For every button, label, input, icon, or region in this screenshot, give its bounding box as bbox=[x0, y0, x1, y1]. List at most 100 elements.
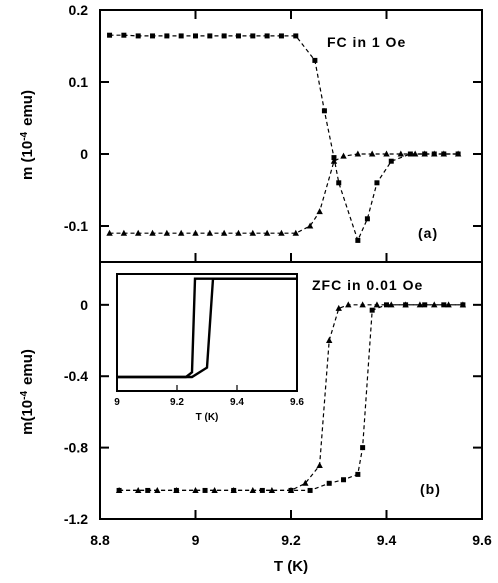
panel-a-series-1-point bbox=[292, 229, 299, 236]
panel-a: 0.2 0.1 0 -0.1 FC in 1 Oe (a) m (10-4 emu) bbox=[19, 2, 483, 263]
panel-b-ytick-label: -0.4 bbox=[64, 368, 88, 384]
panel-b-series-1-point bbox=[145, 487, 151, 493]
panel-a-series-1-point bbox=[177, 229, 185, 236]
panel-b-series-0-point bbox=[326, 337, 333, 344]
panel-b-markers bbox=[115, 301, 467, 493]
panel-a-ticks: 0.2 0.1 0 -0.1 bbox=[64, 2, 482, 262]
panel-b-series-1-point bbox=[441, 302, 447, 308]
panel-b-series-0-point bbox=[335, 304, 342, 311]
panel-a-series-0-point bbox=[164, 33, 170, 39]
panel-a-series-1-point bbox=[306, 222, 314, 229]
panel-b-series-1-point bbox=[202, 487, 208, 493]
panel-a-ylabel-unit: emu) bbox=[19, 90, 36, 126]
panel-a-series-1-point bbox=[454, 150, 462, 157]
panel-b-series-1-point bbox=[460, 302, 466, 308]
panel-b-series-1-line bbox=[119, 304, 463, 491]
panel-a-series-0-point bbox=[221, 33, 227, 39]
panel-a-series-0-point bbox=[312, 57, 318, 63]
panel-a-series-1-line bbox=[109, 153, 459, 234]
panel-a-series-0-point bbox=[336, 180, 342, 186]
panel-b-label: (b) bbox=[420, 481, 441, 497]
panel-a-series-0-point bbox=[135, 33, 141, 39]
panel-a-series-0-point bbox=[321, 108, 327, 114]
panel-a-series-1-point bbox=[278, 229, 285, 236]
panel-b-annotation: ZFC in 0.01 Oe bbox=[312, 277, 423, 293]
inset-frame bbox=[116, 273, 298, 392]
panel-a-ylabel-exp: -4 bbox=[19, 131, 30, 140]
panel-b-ylabel-main: m(10 bbox=[19, 400, 36, 435]
panel-a-series-0-point bbox=[355, 237, 361, 243]
panel-b-xtick-label: 8.8 bbox=[90, 532, 110, 548]
panel-a-series-1-point bbox=[220, 229, 228, 236]
panel-a-series-1-point bbox=[330, 157, 338, 164]
panel-b-ytick-label: 0 bbox=[80, 297, 88, 313]
panel-a-series-1-point bbox=[397, 150, 405, 157]
panel-b-series-1-point bbox=[369, 307, 375, 313]
panel-a-series-1-point bbox=[383, 150, 390, 157]
panel-a-ytick-label: 0.2 bbox=[69, 2, 89, 18]
panel-b-series-1-point bbox=[307, 487, 313, 493]
panel-a-series-1-point bbox=[421, 150, 428, 157]
inset-series-lines bbox=[117, 277, 297, 379]
panel-a-series-1-point bbox=[354, 150, 362, 157]
panel-b-series-0-point bbox=[431, 301, 438, 308]
inset: 9 9.2 9.4 9.6 T (K) bbox=[114, 273, 304, 423]
panel-b-series-0-point bbox=[359, 301, 366, 308]
panel-a-series-0-point bbox=[264, 33, 270, 39]
panel-a-series-0-point bbox=[193, 33, 198, 39]
panel-a-series-1-point bbox=[440, 150, 447, 157]
panel-a-series-0-point bbox=[178, 33, 184, 39]
panel-a-ytick-label: -0.1 bbox=[64, 218, 88, 234]
inset-xlabel: T (K) bbox=[196, 412, 219, 423]
panel-b-series-0-point bbox=[135, 486, 142, 493]
panel-a-series-0-point bbox=[374, 180, 380, 186]
panel-b-series-0-point bbox=[416, 301, 424, 308]
panel-a-ytick-label: 0.1 bbox=[69, 74, 89, 90]
panel-a-ylabel: m (10-4 emu) bbox=[19, 90, 37, 180]
panel-a-series-1-point bbox=[192, 229, 199, 236]
panel-b-series-0-point bbox=[373, 301, 381, 308]
panel-b-series-0-point bbox=[345, 301, 352, 308]
panel-a-series-1-point bbox=[235, 229, 242, 236]
panel-a-series-0-point bbox=[388, 158, 394, 164]
panel-a-series-0-point bbox=[278, 33, 284, 39]
panel-a-series-1-point bbox=[411, 150, 419, 157]
panel-a-series-0-point bbox=[250, 33, 256, 39]
panel-a-series-1-point bbox=[120, 229, 128, 236]
panel-a-series-0-point bbox=[364, 216, 370, 222]
panel-a-ylabel-main: m (10 bbox=[19, 141, 36, 180]
panel-a-series-0-point bbox=[107, 32, 113, 38]
panel-a-series-0-point bbox=[235, 33, 241, 39]
panel-b-xtick-label: 9.2 bbox=[281, 532, 301, 548]
panel-b-series-0-point bbox=[211, 486, 218, 493]
panel-b-series-0-point bbox=[316, 461, 323, 468]
panel-a-markers bbox=[106, 32, 462, 243]
panel-a-series-0-point bbox=[150, 33, 156, 39]
panel-b-series-1-point bbox=[326, 480, 332, 486]
panel-a-series-lines bbox=[109, 34, 459, 243]
panel-b-ylabel-exp: -4 bbox=[19, 391, 30, 400]
panel-b-series-1-point bbox=[422, 302, 428, 308]
panel-b-series-0-point bbox=[445, 301, 452, 308]
panel-b-series-0-point bbox=[302, 479, 309, 486]
panel-b-series-1-point bbox=[355, 471, 361, 477]
panel-b-xtick-label: 9.4 bbox=[377, 532, 397, 548]
panel-a-series-0-point bbox=[331, 155, 337, 161]
panel-b-series-1-point bbox=[288, 487, 294, 493]
panel-a-label: (a) bbox=[418, 225, 438, 241]
inset-xtick-label: 9.6 bbox=[290, 397, 304, 408]
panel-b-series-1-point bbox=[360, 445, 366, 451]
panel-b-series-1-point bbox=[384, 302, 389, 308]
panel-a-series-0-line bbox=[109, 34, 459, 243]
panel-b-series-0-point bbox=[388, 301, 395, 308]
inset-series-1-line bbox=[117, 277, 297, 379]
panel-b-xtick-label: 9 bbox=[192, 532, 200, 548]
panel-b-ytick-label: -1.2 bbox=[64, 511, 88, 527]
panel-a-series-1-point bbox=[431, 150, 438, 157]
panel-a-series-0-point bbox=[293, 33, 299, 39]
panel-a-ytick-label: 0 bbox=[80, 146, 88, 162]
panel-a-series-1-point bbox=[316, 208, 323, 215]
panel-a-series-0-point bbox=[207, 33, 213, 39]
panel-b: 0 -0.4 -0.8 -1.28.8 9 9.2 9.4 9.6 ZFC in 0.01 O… bbox=[19, 261, 492, 575]
